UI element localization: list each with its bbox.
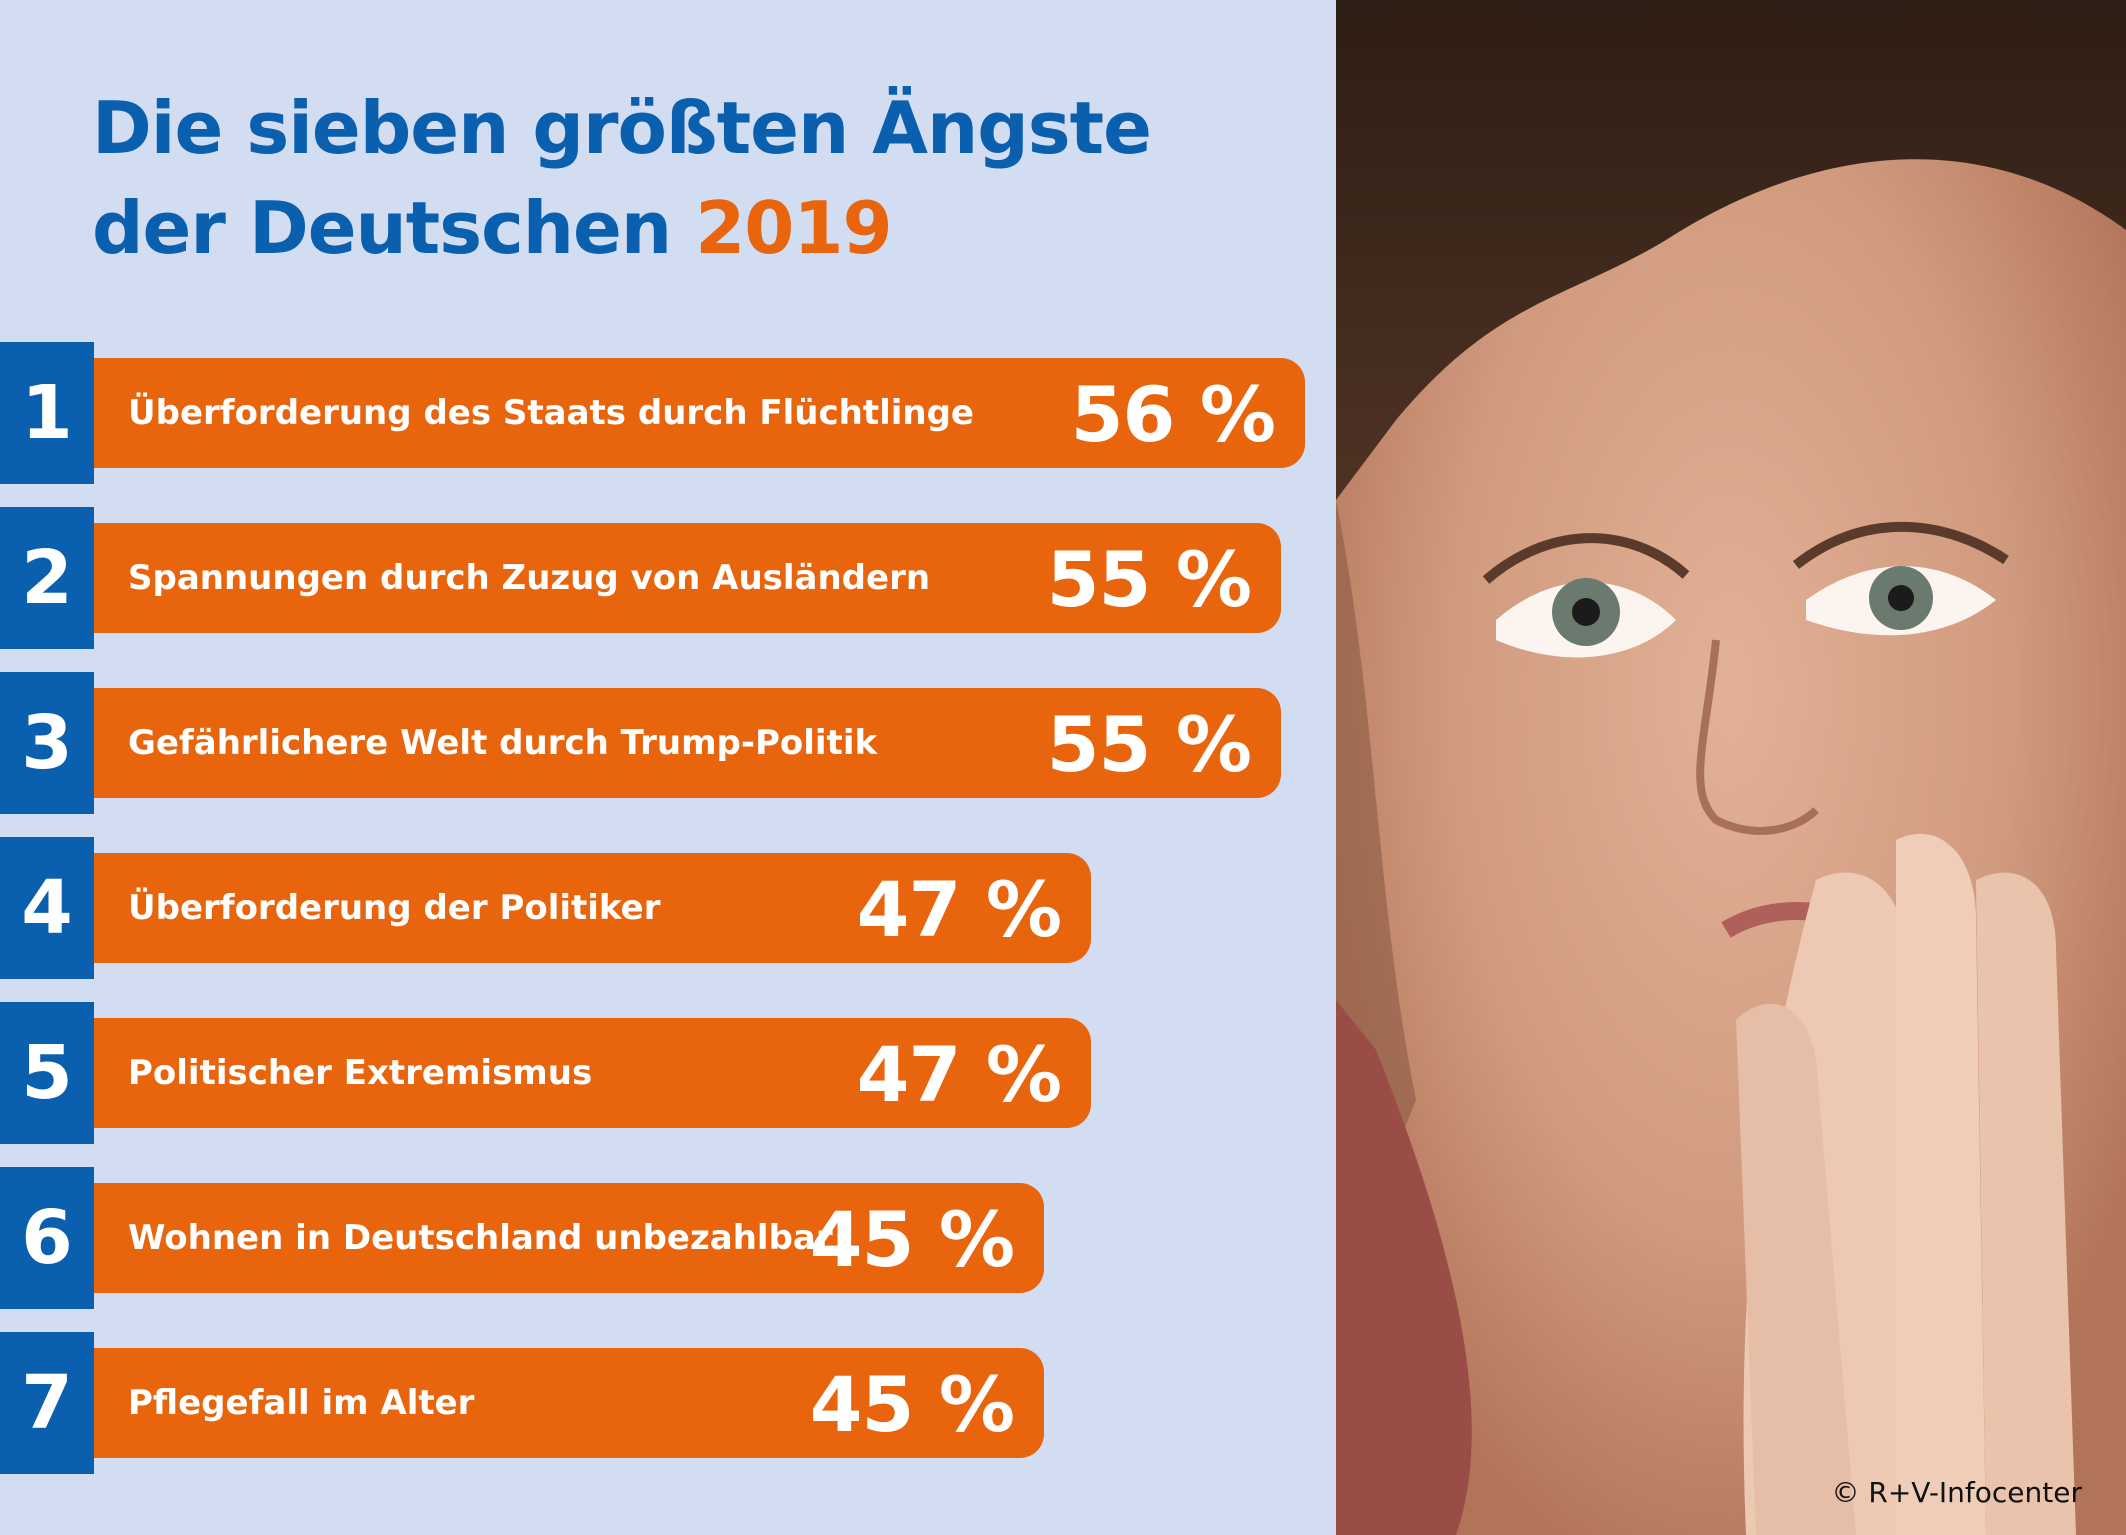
chart-panel: Die sieben größten Ängste der Deutschen … <box>0 78 1305 1474</box>
rank-badge: 7 <box>0 1332 94 1474</box>
bar-value-label: 47 % <box>856 1030 1062 1119</box>
bar-value-label: 55 % <box>1046 535 1252 624</box>
title-line-2: der Deutschen 2019 <box>92 178 1151 278</box>
bar: Spannungen durch Zuzug von Ausländern 55 … <box>94 523 1281 633</box>
title-line-1: Die sieben größten Ängste <box>92 86 1152 170</box>
rank-badge: 2 <box>0 507 94 649</box>
bar-label: Gefährlichere Welt durch Trump-Politik <box>128 723 878 763</box>
rank-badge: 1 <box>0 342 94 484</box>
bar-label: Spannungen durch Zuzug von Ausländern <box>128 558 931 598</box>
rank-badge: 6 <box>0 1167 94 1309</box>
bar-value-label: 45 % <box>809 1195 1015 1284</box>
bar: Überforderung des Staats durch Flüchtlin… <box>94 358 1305 468</box>
bar-label: Wohnen in Deutschland unbezahlbar <box>128 1218 833 1258</box>
copyright-text: © R+V-Infocenter <box>1831 1476 2082 1509</box>
woman-photo: © R+V-Infocenter <box>1336 0 2126 1535</box>
bar: Pflegefall im Alter 45 % <box>94 1348 1044 1458</box>
bar-value-label: 55 % <box>1046 700 1252 789</box>
bar: Gefährlichere Welt durch Trump-Politik 55… <box>94 688 1281 798</box>
title-line-2-text: der Deutschen <box>92 186 672 270</box>
bar-value-label: 56 % <box>1070 370 1276 459</box>
bar-value-label: 47 % <box>856 865 1062 954</box>
rank-badge: 3 <box>0 672 94 814</box>
bar-label: Politischer Extremismus <box>128 1053 593 1093</box>
bar: Wohnen in Deutschland unbezahlbar 45 % <box>94 1183 1044 1293</box>
bar-label: Überforderung der Politiker <box>128 888 661 928</box>
bar-value-label: 45 % <box>809 1360 1015 1449</box>
title-year: 2019 <box>695 186 892 270</box>
woman-portrait-illustration <box>1336 0 2126 1535</box>
rank-badge: 4 <box>0 837 94 979</box>
bar-label: Pflegefall im Alter <box>128 1383 475 1423</box>
chart-title: Die sieben größten Ängste der Deutschen … <box>92 78 1152 278</box>
rank-badge: 5 <box>0 1002 94 1144</box>
bar: Überforderung der Politiker 47 % <box>94 853 1091 963</box>
bar: Politischer Extremismus 47 % <box>94 1018 1091 1128</box>
bar-label: Überforderung des Staats durch Flüchtlin… <box>128 393 974 433</box>
